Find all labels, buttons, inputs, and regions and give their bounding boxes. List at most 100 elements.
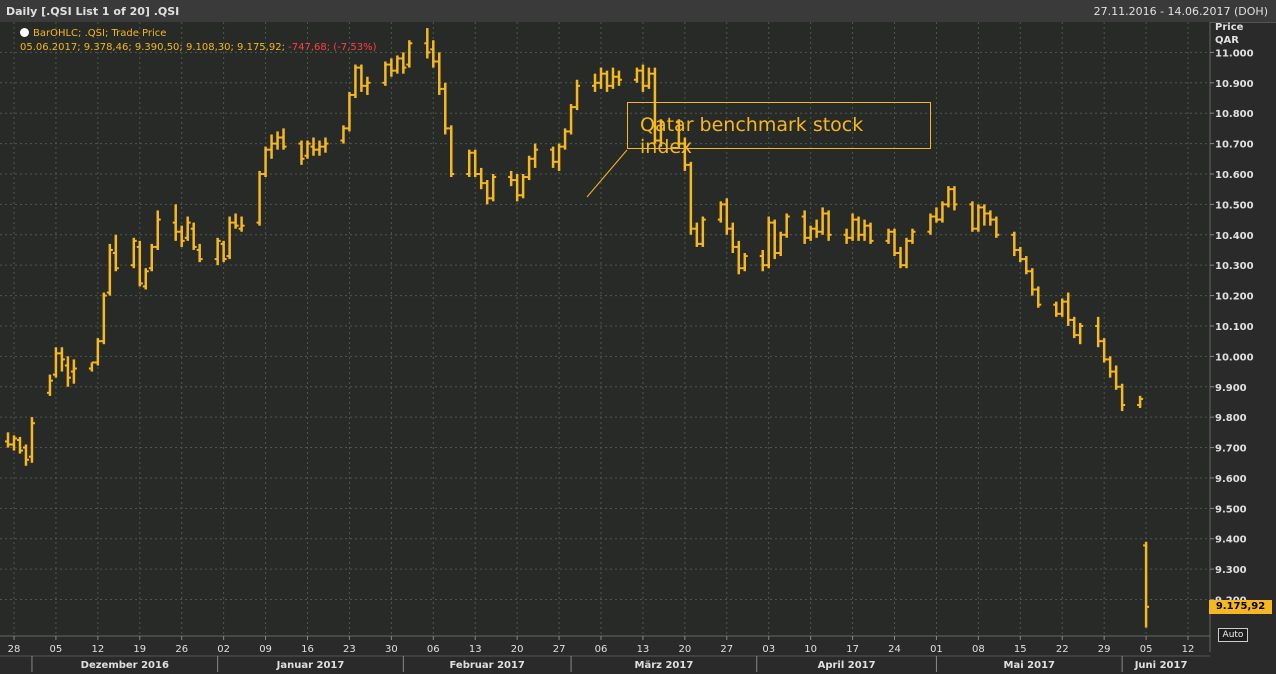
x-tick-label: 08 bbox=[972, 644, 985, 655]
annotation-callout: Qatar benchmark stock index bbox=[627, 102, 931, 158]
ohlc-bar bbox=[945, 186, 952, 208]
ohlc-bar bbox=[717, 201, 724, 223]
ohlc-bar bbox=[130, 237, 137, 269]
ohlc-bar bbox=[807, 225, 814, 241]
ohlc-bar bbox=[855, 216, 862, 241]
ohlc-bar bbox=[867, 222, 874, 244]
y-tick-label: 9.700 bbox=[1215, 444, 1247, 455]
x-tick-label: 01 bbox=[930, 644, 943, 655]
ohlc-bar bbox=[46, 374, 53, 396]
x-tick-label: 20 bbox=[511, 644, 524, 655]
ohlc-bar bbox=[568, 104, 575, 135]
ohlc-bar bbox=[28, 417, 35, 463]
x-tick-label: 06 bbox=[595, 644, 608, 655]
ohlc-bar bbox=[214, 237, 221, 266]
ohlc-bar bbox=[196, 243, 203, 263]
y-tick-label: 10.900 bbox=[1215, 79, 1254, 90]
x-tick-label: 19 bbox=[133, 644, 146, 655]
ohlc-bar bbox=[394, 55, 401, 74]
ohlc-bar bbox=[274, 131, 281, 150]
ohlc-bar bbox=[472, 149, 479, 178]
month-label: Januar 2017 bbox=[276, 660, 345, 671]
ohlc-bar bbox=[22, 444, 29, 466]
ohlc-bar bbox=[172, 204, 179, 241]
ohlc-bar bbox=[693, 222, 700, 247]
ohlc-bar bbox=[430, 40, 437, 68]
ohlc-bar bbox=[819, 207, 826, 235]
ohlc-bar bbox=[849, 213, 856, 241]
ohlc-bar bbox=[514, 173, 521, 202]
ohlc-bar bbox=[220, 240, 227, 263]
ohlc-bar bbox=[759, 249, 766, 272]
x-tick-label: 16 bbox=[301, 644, 314, 655]
ohlc-bar bbox=[178, 225, 185, 247]
ohlc-bar bbox=[681, 137, 688, 171]
ohlc-bar bbox=[466, 149, 473, 178]
y-tick-label: 11.000 bbox=[1215, 48, 1254, 59]
ohlc-bar bbox=[5, 432, 11, 448]
ohlc-bar bbox=[825, 210, 832, 241]
ohlc-bar bbox=[304, 140, 311, 159]
ohlc-bar bbox=[508, 170, 515, 187]
ohlc-bar bbox=[340, 125, 347, 144]
x-tick-label: 28 bbox=[8, 644, 21, 655]
auto-scale-button[interactable]: Auto bbox=[1218, 628, 1248, 642]
ohlc-bar bbox=[442, 82, 449, 135]
ohlc-bar bbox=[699, 216, 706, 247]
ohlc-bar bbox=[64, 356, 71, 387]
ohlc-bar bbox=[651, 67, 658, 144]
ohlc-bar bbox=[298, 140, 305, 165]
ohlc-bar bbox=[190, 222, 197, 250]
ohlc-bar bbox=[310, 137, 317, 156]
x-tick-label: 10 bbox=[804, 644, 817, 655]
ohlc-bar bbox=[909, 228, 916, 244]
ohlc-bar bbox=[939, 201, 946, 223]
ohlc-bar bbox=[639, 64, 646, 92]
ohlc-bar bbox=[1065, 292, 1072, 326]
ohlc-bar bbox=[783, 213, 790, 238]
ohlc-bar bbox=[1029, 268, 1036, 296]
ohlc-bar bbox=[903, 237, 910, 269]
ohlc-bar bbox=[556, 143, 563, 171]
x-tick-label: 15 bbox=[1014, 644, 1027, 655]
ohlc-bar bbox=[735, 240, 742, 275]
ohlc-bar bbox=[609, 67, 616, 89]
last-price-tag: 9.175,92 bbox=[1209, 600, 1272, 614]
ohlc-bar bbox=[675, 119, 682, 147]
ohlc-bar bbox=[88, 361, 95, 372]
ohlc-bar bbox=[226, 216, 233, 260]
ohlc-bar bbox=[322, 137, 329, 153]
ohlc-bar bbox=[813, 219, 820, 238]
y-tick-label: 9.500 bbox=[1215, 504, 1247, 515]
ohlc-bar bbox=[1107, 356, 1114, 378]
y-tick-label: 9.900 bbox=[1215, 383, 1247, 394]
ohlc-bars bbox=[5, 28, 1150, 628]
ohlc-bar bbox=[280, 128, 287, 150]
ohlc-bar bbox=[562, 128, 569, 150]
ohlc-bar bbox=[352, 64, 359, 98]
ohlc-bar bbox=[100, 292, 107, 345]
ohlc-bar bbox=[520, 173, 527, 199]
ohlc-chart[interactable]: 9.2009.3009.4009.5009.6009.7009.8009.900… bbox=[0, 22, 1276, 674]
x-tick-label: 02 bbox=[217, 644, 230, 655]
ohlc-bar bbox=[777, 231, 784, 257]
series-toggle-icon[interactable] bbox=[20, 28, 29, 37]
y-axis-label: Price bbox=[1215, 22, 1244, 33]
ohlc-bar bbox=[316, 140, 323, 156]
y-tick-label: 9.800 bbox=[1215, 413, 1247, 424]
ohlc-bar bbox=[424, 28, 431, 59]
ohlc-bar bbox=[268, 134, 275, 159]
chart-window-title: Daily [.QSI List 1 of 20] .QSI bbox=[6, 5, 180, 18]
change-values: -747,68; (-7,53%) bbox=[288, 42, 377, 53]
ohlc-bar bbox=[400, 52, 407, 74]
ohlc-bar bbox=[358, 64, 365, 92]
ohlc-bar bbox=[927, 213, 934, 235]
ohlc-bar bbox=[58, 347, 65, 372]
ohlc-bar bbox=[592, 73, 599, 92]
ohlc-bar bbox=[262, 146, 269, 178]
ohlc-bar bbox=[723, 198, 730, 235]
ohlc-bar bbox=[1053, 301, 1060, 317]
ohlc-bar bbox=[987, 210, 994, 226]
ohlc-bar bbox=[70, 359, 77, 384]
x-tick-label: 23 bbox=[343, 644, 356, 655]
